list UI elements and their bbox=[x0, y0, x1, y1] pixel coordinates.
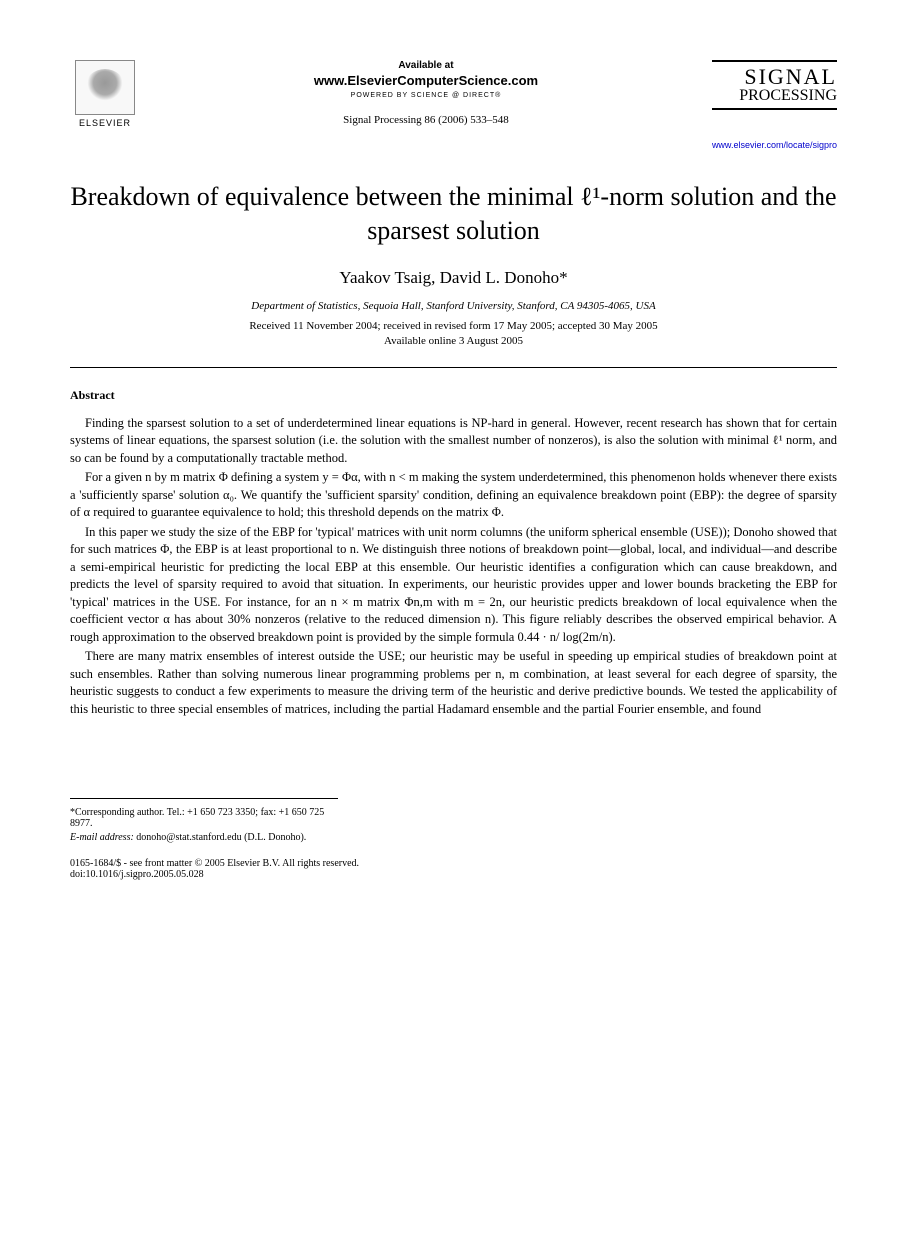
corresponding-author: *Corresponding author. Tel.: +1 650 723 … bbox=[70, 807, 338, 829]
doi-line: doi:10.1016/j.sigpro.2005.05.028 bbox=[70, 869, 837, 880]
journal-reference: Signal Processing 86 (2006) 533–548 bbox=[160, 114, 692, 126]
journal-logo-text: SIGNAL PROCESSING bbox=[712, 60, 837, 110]
header-row: ELSEVIER Available at www.ElsevierComput… bbox=[70, 60, 837, 150]
elsevier-cs-url[interactable]: www.ElsevierComputerScience.com bbox=[160, 73, 692, 88]
journal-url[interactable]: www.elsevier.com/locate/sigpro bbox=[712, 140, 837, 150]
email-line: E-mail address: donoho@stat.stanford.edu… bbox=[70, 832, 338, 843]
elsevier-logo: ELSEVIER bbox=[70, 60, 140, 140]
abstract-p4: There are many matrix ensembles of inter… bbox=[70, 648, 837, 718]
available-at-label: Available at bbox=[160, 60, 692, 71]
abstract-p1: Finding the sparsest solution to a set o… bbox=[70, 415, 837, 468]
paper-title: Breakdown of equivalence between the min… bbox=[70, 180, 837, 248]
authors: Yaakov Tsaig, David L. Donoho* bbox=[70, 268, 837, 288]
copyright-line: 0165-1684/$ - see front matter © 2005 El… bbox=[70, 858, 837, 869]
abstract-p3: In this paper we study the size of the E… bbox=[70, 524, 837, 647]
journal-logo-line2: PROCESSING bbox=[712, 88, 837, 110]
elsevier-tree-icon bbox=[75, 60, 135, 115]
affiliation: Department of Statistics, Sequoia Hall, … bbox=[70, 300, 837, 312]
footnote-section: *Corresponding author. Tel.: +1 650 723 … bbox=[70, 798, 338, 843]
center-header: Available at www.ElsevierComputerScience… bbox=[140, 60, 712, 126]
journal-logo-line1: SIGNAL bbox=[712, 60, 837, 88]
elsevier-label: ELSEVIER bbox=[79, 118, 131, 128]
abstract-heading: Abstract bbox=[70, 388, 837, 403]
journal-logo-block: SIGNAL PROCESSING www.elsevier.com/locat… bbox=[712, 60, 837, 150]
email-address[interactable]: donoho@stat.stanford.edu (D.L. Donoho). bbox=[136, 832, 306, 843]
email-label: E-mail address: bbox=[70, 832, 134, 843]
powered-by-label: POWERED BY SCIENCE @ DIRECT® bbox=[160, 92, 692, 99]
dates-received: Received 11 November 2004; received in r… bbox=[70, 320, 837, 332]
abstract-p2: For a given n by m matrix Φ defining a s… bbox=[70, 469, 837, 522]
dates-online: Available online 3 August 2005 bbox=[70, 335, 837, 347]
divider-top bbox=[70, 367, 837, 368]
